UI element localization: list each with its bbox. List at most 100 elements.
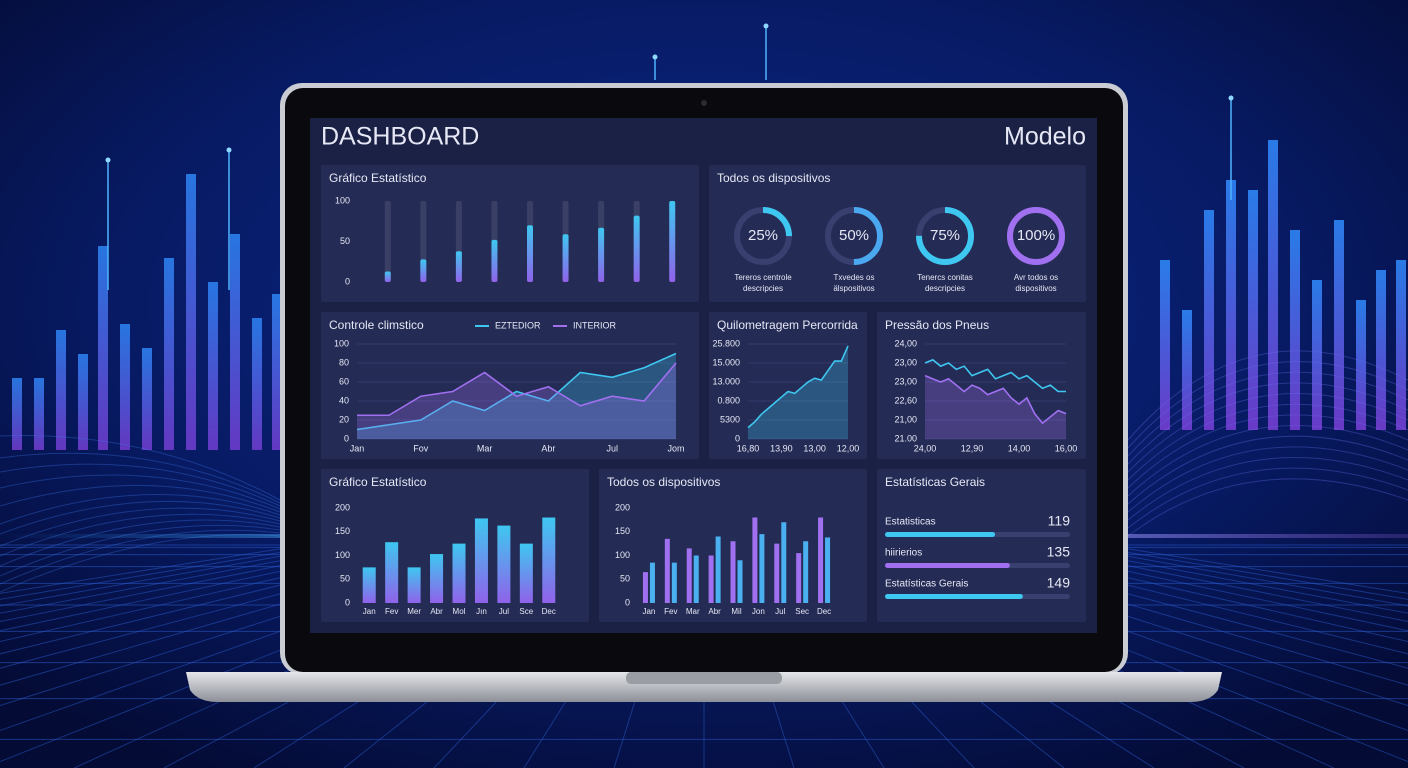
line-area [357, 363, 676, 439]
floor-line [0, 544, 305, 594]
x-tick-label: Jul [775, 607, 785, 616]
donut-caption: älspositivos [833, 284, 874, 293]
deco-bar [272, 294, 282, 450]
stat-name: Estatísticas Gerais [885, 579, 968, 590]
y-tick-label: 25.800 [712, 338, 740, 348]
bar [474, 518, 488, 603]
deco-bar [164, 258, 174, 450]
y-tick-label: 0 [625, 597, 630, 607]
deco-dot [226, 147, 232, 153]
floor-line [1003, 544, 1408, 632]
panel [709, 165, 1086, 302]
floor-line [0, 544, 345, 607]
deco-wave [0, 435, 281, 501]
y-tick-label: 150 [615, 526, 630, 536]
line [356, 352, 677, 431]
bar [633, 215, 640, 282]
deco-wave [0, 519, 281, 567]
stat-bar [885, 594, 1023, 599]
stat-value: 135 [1047, 544, 1071, 560]
deco-wave [1127, 414, 1408, 489]
panel [877, 312, 1086, 459]
x-tick-label: Mar [686, 607, 700, 616]
panel-title: Controle climstico [329, 318, 424, 332]
x-tick-label: 16,00 [1055, 443, 1078, 453]
x-tick-label: Abr [708, 607, 721, 616]
bar [774, 543, 780, 603]
donut-arc [825, 207, 883, 265]
floor-line [0, 544, 405, 632]
x-tick-label: Mar [477, 443, 493, 453]
floor-line [0, 544, 325, 600]
bar [649, 562, 655, 603]
panel-title: Pressão dos Pneus [885, 318, 989, 332]
deco-bar [1376, 270, 1386, 430]
bar [664, 538, 670, 603]
floor-line [1083, 544, 1408, 600]
bar [455, 251, 462, 282]
bar [818, 517, 824, 603]
deco-bar [1268, 140, 1278, 430]
bar [491, 239, 498, 282]
donut-caption: Tereros centrole [734, 273, 792, 282]
bar [519, 543, 533, 603]
y-tick-label: 150 [335, 526, 350, 536]
line-area [748, 345, 848, 439]
y-tick-label: 21,00 [894, 414, 917, 424]
panel-title: Estatísticas Gerais [885, 475, 985, 489]
y-tick-label: 100 [335, 550, 350, 560]
x-tick-label: 12,90 [961, 443, 984, 453]
y-tick-label: 24,00 [894, 338, 917, 348]
y-tick-label: 80 [339, 357, 349, 367]
x-tick-label: Mer [407, 607, 421, 616]
y-tick-label: 21.00 [894, 433, 917, 443]
donut-caption: dispositivos [1015, 284, 1056, 293]
donut-caption: descripcies [743, 284, 783, 293]
bar [737, 560, 743, 603]
bar [671, 562, 677, 603]
panel [709, 312, 867, 459]
panel [321, 165, 699, 302]
legend-label: INTERIOR [573, 320, 617, 330]
x-tick-label: 14,00 [1008, 443, 1031, 453]
y-tick-label: 23,00 [894, 357, 917, 367]
x-tick-label: 12,00 [837, 443, 860, 453]
bar [759, 534, 765, 603]
deco-wave [1127, 435, 1408, 505]
deco-wave [1127, 446, 1408, 513]
deco-bar [1356, 300, 1366, 430]
donut-label: 75% [930, 227, 960, 244]
bar [669, 201, 676, 282]
x-tick-label: Jom [667, 443, 684, 453]
x-tick-label: Sce [519, 607, 533, 616]
x-tick-label: Fov [413, 443, 429, 453]
deco-bar [252, 318, 262, 450]
x-tick-label: Abr [541, 443, 555, 453]
deco-wave [1127, 393, 1408, 473]
bar [527, 225, 533, 282]
bar-track [384, 201, 391, 282]
deco-wave [0, 452, 281, 504]
deco-wave [0, 484, 281, 513]
donut-arc [1007, 207, 1065, 265]
deco-wave [0, 529, 281, 585]
deco-bar [1396, 260, 1406, 430]
line [357, 362, 677, 417]
x-tick-label: Fev [385, 607, 398, 616]
bar [562, 234, 569, 282]
donut-caption: Tenercs conitas [917, 273, 973, 282]
y-tick-label: 0 [345, 276, 350, 286]
bar [452, 543, 466, 603]
x-tick-label: Jul [499, 607, 509, 616]
deco-wave [1127, 403, 1408, 481]
bar [781, 522, 787, 603]
x-tick-label: Dec [542, 607, 556, 616]
x-tick-label: Jul [606, 443, 618, 453]
donut-label: 50% [839, 227, 869, 244]
donut-label: 25% [748, 227, 778, 244]
dashboard-title: DASHBOARD [321, 123, 479, 151]
bar [803, 541, 809, 603]
bar [693, 555, 699, 603]
floor-line [1103, 544, 1408, 594]
